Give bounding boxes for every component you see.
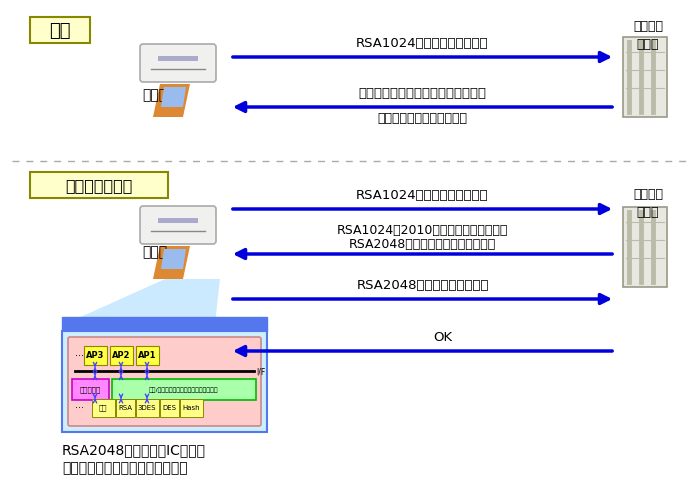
Text: ユーザ: ユーザ xyxy=(142,88,167,102)
FancyBboxPatch shape xyxy=(136,399,158,417)
Text: 内部のプロトコルをカスタマイズ: 内部のプロトコルをカスタマイズ xyxy=(62,460,188,474)
Polygon shape xyxy=(153,85,190,118)
Text: RSA: RSA xyxy=(118,404,132,410)
Polygon shape xyxy=(161,249,186,269)
Text: RSA1024でアクセスします。: RSA1024でアクセスします。 xyxy=(356,189,489,202)
Text: RSA1024でアクセスします。: RSA1024でアクセスします。 xyxy=(356,37,489,50)
FancyBboxPatch shape xyxy=(30,18,90,44)
FancyBboxPatch shape xyxy=(116,399,134,417)
Text: 研究成果適用後: 研究成果適用後 xyxy=(65,178,133,193)
Text: 従来: 従来 xyxy=(49,22,71,40)
Text: ユーザ: ユーザ xyxy=(142,244,167,259)
FancyBboxPatch shape xyxy=(160,399,178,417)
FancyBboxPatch shape xyxy=(623,38,667,118)
FancyBboxPatch shape xyxy=(109,346,132,365)
FancyBboxPatch shape xyxy=(62,331,267,432)
Text: コンパイラ: コンパイラ xyxy=(79,386,101,392)
FancyBboxPatch shape xyxy=(68,337,261,426)
Text: お客様のカードは使用できません。: お客様のカードは使用できません。 xyxy=(358,87,486,100)
Text: I/F: I/F xyxy=(256,367,265,376)
FancyBboxPatch shape xyxy=(92,399,115,417)
Text: DES: DES xyxy=(162,404,176,410)
Polygon shape xyxy=(65,280,220,325)
Text: RSA2048でアクセスしてください。: RSA2048でアクセスしてください。 xyxy=(349,238,496,250)
Text: 3DES: 3DES xyxy=(138,404,156,410)
FancyBboxPatch shape xyxy=(30,173,168,199)
FancyBboxPatch shape xyxy=(136,346,158,365)
FancyBboxPatch shape xyxy=(71,379,108,400)
FancyBboxPatch shape xyxy=(62,317,267,331)
FancyBboxPatch shape xyxy=(623,207,667,287)
Text: 暗号/セキュリティプロトコルモジュール: 暗号/セキュリティプロトコルモジュール xyxy=(148,386,218,392)
FancyBboxPatch shape xyxy=(158,57,198,62)
Text: サービス
サーバ: サービス サーバ xyxy=(633,187,663,219)
FancyBboxPatch shape xyxy=(111,379,256,400)
Text: ···: ··· xyxy=(76,402,85,412)
Text: AP2: AP2 xyxy=(112,351,130,360)
FancyBboxPatch shape xyxy=(140,45,216,83)
Text: RSA1024は2010年以降使用禁止です。: RSA1024は2010年以降使用禁止です。 xyxy=(337,224,508,237)
FancyBboxPatch shape xyxy=(140,206,216,244)
Text: OK: OK xyxy=(433,330,452,343)
Polygon shape xyxy=(161,88,186,108)
FancyBboxPatch shape xyxy=(83,346,106,365)
Text: RSA2048へ自動的にICカード: RSA2048へ自動的にICカード xyxy=(62,442,206,456)
FancyBboxPatch shape xyxy=(179,399,202,417)
Text: 楕円: 楕円 xyxy=(99,404,107,410)
Text: AP3: AP3 xyxy=(86,351,104,360)
Text: AP1: AP1 xyxy=(138,351,156,360)
FancyBboxPatch shape xyxy=(158,219,198,224)
Text: RSA2048でアクセスします。: RSA2048でアクセスします。 xyxy=(356,279,489,291)
Text: Hash: Hash xyxy=(182,404,199,410)
Text: ···: ··· xyxy=(76,350,85,360)
Text: （カードの再発行が必要）: （カードの再発行が必要） xyxy=(377,112,468,125)
Polygon shape xyxy=(153,246,190,280)
Text: サービス
サーバ: サービス サーバ xyxy=(633,20,663,51)
